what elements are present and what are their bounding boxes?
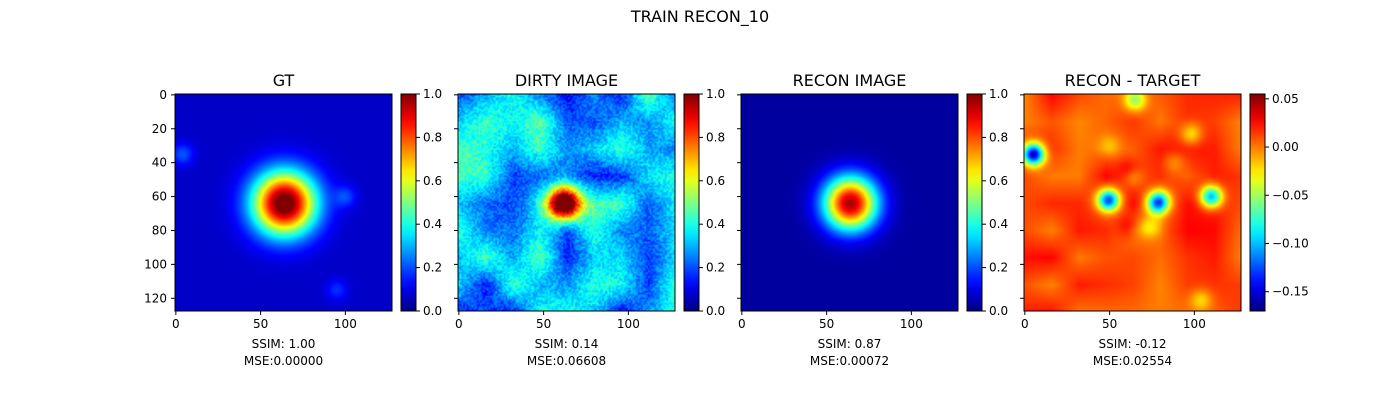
- panel-title: RECON IMAGE: [793, 71, 907, 90]
- x-tick-label: 0: [172, 317, 180, 331]
- colorbar-tick-label: 0.6: [423, 174, 442, 188]
- colorbar-tick-label: −0.15: [1272, 285, 1309, 299]
- y-tick-label: 80: [152, 223, 167, 237]
- colorbar-tick-label: 0.8: [423, 130, 442, 144]
- x-tick-label: 0: [1021, 317, 1029, 331]
- colorbar-tick-label: 0.0: [989, 304, 1008, 318]
- heatmap-image: [1024, 94, 1241, 311]
- colorbar-tick-label: 0.6: [706, 174, 725, 188]
- x-tick-label: 100: [617, 317, 640, 331]
- plot-frame: [740, 93, 959, 312]
- x-tick-label: 100: [1183, 317, 1206, 331]
- y-tick-label: 60: [152, 190, 167, 204]
- y-tick-label: 0: [159, 88, 167, 102]
- y-tick-label: 100: [144, 257, 167, 271]
- colorbar: [966, 93, 983, 312]
- x-tick-label: 0: [455, 317, 463, 331]
- colorbar-tick-label: 0.8: [706, 130, 725, 144]
- panels: GT 0 50 100 0 20 40 60 80 100 120 SSIM: 1.00 MSE:0.0…: [144, 71, 1309, 368]
- colorbar-tick-label: 0.00: [1272, 140, 1299, 154]
- mse-label: MSE:0.00072: [810, 354, 889, 368]
- x-tick-label: 50: [819, 317, 834, 331]
- plot-frame: [457, 93, 676, 312]
- x-tick-label: 100: [334, 317, 357, 331]
- panel-title: GT: [273, 71, 295, 90]
- mse-label: MSE:0.00000: [244, 354, 323, 368]
- colorbar-tick-label: 0.2: [423, 261, 442, 275]
- colorbar-tick-label: 0.8: [989, 130, 1008, 144]
- colorbar: [1249, 93, 1266, 312]
- colorbar-tick-label: −0.05: [1272, 188, 1309, 202]
- plot-frame: [174, 93, 393, 312]
- plot-frame: [1023, 93, 1242, 312]
- colorbar-tick-label: 1.0: [423, 87, 442, 101]
- x-tick-label: 50: [1102, 317, 1117, 331]
- heatmap-panel-2: DIRTY IMAGE 0 50 100 SSIM: 0.14 MSE:0.06608 0.…: [454, 71, 725, 368]
- ssim-label: SSIM: 1.00: [252, 337, 316, 351]
- colorbar-tick-label: 0.4: [423, 217, 442, 231]
- mse-label: MSE:0.02554: [1093, 354, 1172, 368]
- x-tick-label: 50: [253, 317, 268, 331]
- figure-title: TRAIN RECON_10: [630, 7, 769, 27]
- colorbar-tick-label: 0.2: [706, 261, 725, 275]
- y-tick-label: 120: [144, 291, 167, 305]
- colorbar-tick-label: 1.0: [706, 87, 725, 101]
- colorbar-tick-label: 0.4: [989, 217, 1008, 231]
- colorbar-tick-label: 0.4: [706, 217, 725, 231]
- colorbar-tick-label: 1.0: [989, 87, 1008, 101]
- x-tick-label: 100: [900, 317, 923, 331]
- x-tick-label: 0: [738, 317, 746, 331]
- colorbar: [400, 93, 417, 312]
- mse-label: MSE:0.06608: [527, 354, 606, 368]
- colorbar: [683, 93, 700, 312]
- ssim-label: SSIM: 0.14: [535, 337, 599, 351]
- colorbar-tick-label: 0.0: [706, 304, 725, 318]
- colorbar-tick-label: −0.10: [1272, 236, 1309, 250]
- ssim-label: SSIM: 0.87: [818, 337, 882, 351]
- ssim-label: SSIM: -0.12: [1098, 337, 1166, 351]
- colorbar-tick-label: 0.05: [1272, 92, 1299, 106]
- x-tick-label: 50: [536, 317, 551, 331]
- panel-title: RECON - TARGET: [1065, 71, 1201, 90]
- heatmap-image: [741, 94, 958, 311]
- colorbar-tick-label: 0.0: [423, 304, 442, 318]
- y-tick-label: 20: [152, 122, 167, 136]
- heatmap-panel-3: RECON IMAGE 0 50 100 SSIM: 0.87 MSE:0.00072 0.…: [737, 71, 1008, 368]
- heatmap-panel-1: GT 0 50 100 0 20 40 60 80 100 120 SSIM: 1.00 MSE:0.0…: [144, 71, 442, 368]
- heatmap-image: [175, 94, 392, 311]
- heatmap-image: [458, 94, 675, 311]
- colorbar-tick-label: 0.2: [989, 261, 1008, 275]
- colorbar-tick-label: 0.6: [989, 174, 1008, 188]
- heatmap-panel-4: RECON - TARGET 0 50 100 SSIM: -0.12 MSE:0.025…: [1020, 71, 1309, 368]
- y-tick-label: 40: [152, 156, 167, 170]
- panel-title: DIRTY IMAGE: [515, 71, 618, 90]
